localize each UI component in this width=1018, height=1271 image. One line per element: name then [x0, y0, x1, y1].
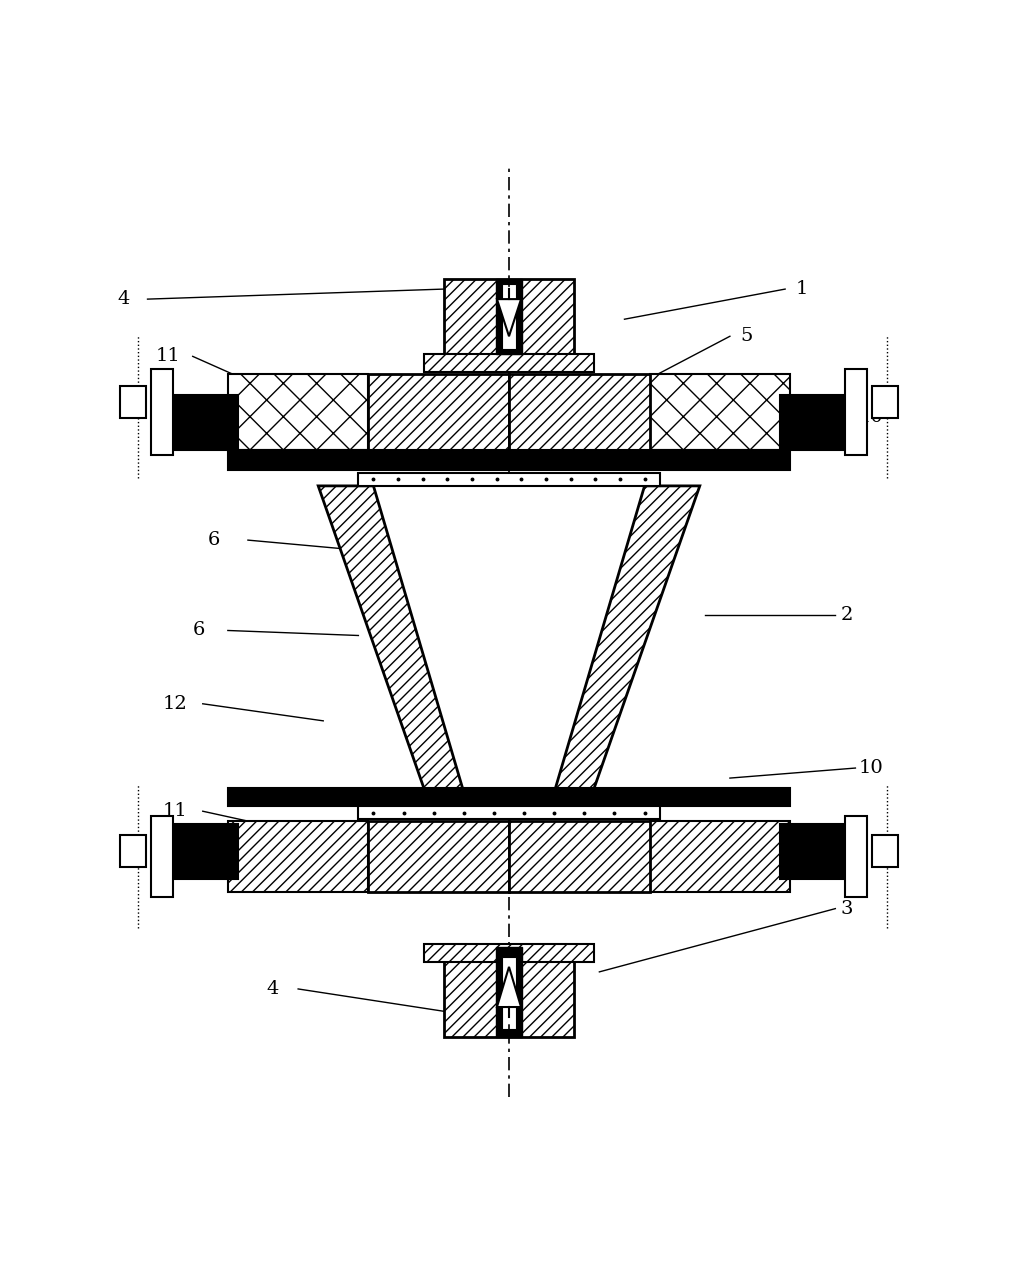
Bar: [173, 824, 238, 880]
Text: 6: 6: [192, 622, 205, 639]
Bar: [228, 450, 790, 470]
Text: 12: 12: [153, 427, 177, 446]
Polygon shape: [374, 486, 644, 816]
Bar: [780, 394, 845, 450]
Text: 3: 3: [840, 900, 853, 918]
Bar: [780, 824, 845, 880]
Bar: [509, 375, 649, 450]
Text: 6: 6: [208, 531, 220, 549]
Bar: [872, 835, 898, 867]
Polygon shape: [497, 967, 521, 1007]
Bar: [872, 386, 898, 418]
Bar: [444, 947, 574, 1037]
Text: 11: 11: [163, 802, 187, 820]
Bar: [369, 375, 509, 450]
Bar: [228, 375, 369, 450]
Text: 2: 2: [840, 606, 853, 624]
Bar: [120, 386, 146, 418]
Bar: [151, 370, 173, 455]
Text: 1: 1: [795, 280, 807, 299]
Bar: [151, 816, 173, 896]
Text: 11: 11: [156, 347, 180, 365]
Polygon shape: [547, 486, 699, 816]
Bar: [423, 355, 595, 372]
Text: 5: 5: [740, 327, 752, 346]
Bar: [358, 473, 660, 486]
Bar: [358, 806, 660, 820]
Bar: [845, 816, 867, 896]
Polygon shape: [319, 486, 471, 816]
Bar: [120, 835, 146, 867]
Bar: [496, 280, 522, 355]
Bar: [845, 370, 867, 455]
Text: 10: 10: [858, 408, 884, 426]
Bar: [502, 283, 516, 350]
Text: 10: 10: [858, 759, 884, 777]
Polygon shape: [497, 299, 521, 337]
Bar: [496, 947, 522, 1037]
Bar: [649, 375, 790, 450]
Text: 12: 12: [163, 695, 187, 713]
Bar: [423, 944, 595, 962]
Bar: [649, 821, 790, 891]
Text: 4: 4: [117, 290, 129, 308]
Bar: [502, 957, 516, 1030]
Text: 4: 4: [266, 980, 278, 998]
Bar: [173, 394, 238, 450]
Bar: [228, 788, 790, 806]
Bar: [228, 821, 369, 891]
Bar: [444, 280, 574, 355]
Bar: [509, 821, 649, 891]
Bar: [369, 821, 509, 891]
